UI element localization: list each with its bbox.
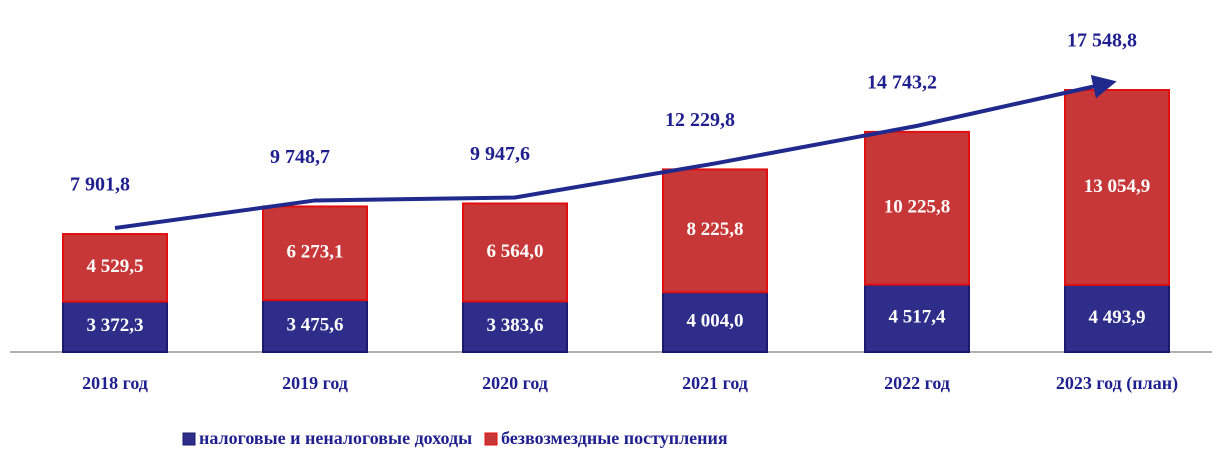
value-label: 3 383,6 [487,315,544,336]
bar-segment [62,233,168,303]
total-label: 14 743,2 [867,71,937,93]
value-label: 8 225,8 [687,219,744,240]
bar-segment [662,291,768,354]
x-tick-label: 2022 год [884,373,950,393]
x-tick-label: 2018 год [82,373,148,393]
legend-swatch [484,432,498,446]
value-label: 6 273,1 [287,242,344,263]
bar-segment [864,283,970,354]
value-label: 4 517,4 [889,307,947,328]
bar-segment [1064,283,1170,353]
trend-arrow [114,74,1117,231]
value-label: 4 493,9 [1089,307,1146,328]
bar-segment [462,202,568,303]
x-tick-label: 2020 год [482,373,548,393]
total-label: 9 748,7 [270,146,330,168]
x-tick-label: 2019 год [282,373,348,393]
bar-segment [1064,89,1170,286]
bar-segment [62,300,168,354]
value-label: 4 529,5 [87,256,144,277]
total-label: 17 548,8 [1067,30,1137,52]
value-label: 10 225,8 [884,197,951,218]
total-label: 9 947,6 [470,143,530,165]
legend-label: налоговые и неналоговые доходы [199,428,472,448]
value-label: 4 004,0 [687,310,744,331]
bar-segment [462,300,568,354]
value-label: 3 475,6 [287,314,344,335]
bar-segment [864,130,970,286]
total-label: 12 229,8 [665,109,735,131]
legend-swatch [182,432,196,446]
value-label: 13 054,9 [1084,176,1151,197]
x-tick-label: 2021 год [682,373,748,393]
x-tick-label: 2023 год (план) [1056,373,1178,394]
value-label: 6 564,0 [487,241,544,262]
value-label: 3 372,3 [87,315,144,336]
total-label: 7 901,8 [70,174,130,196]
legend-label: безвозмездные поступления [501,428,728,448]
bar-segment [262,205,368,302]
bar-segment [662,168,768,294]
